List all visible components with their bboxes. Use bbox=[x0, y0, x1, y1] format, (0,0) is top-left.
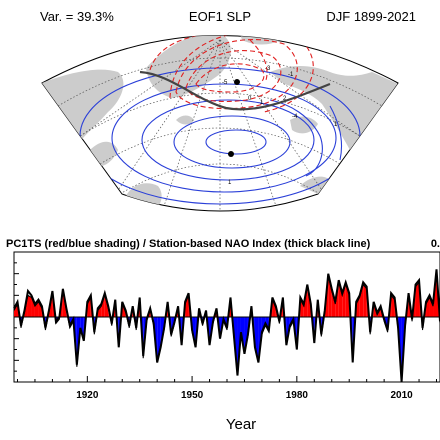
positive-fill bbox=[14, 304, 18, 317]
positive-fill bbox=[359, 284, 364, 317]
positive-fill bbox=[429, 297, 434, 317]
timeseries-title-right-fragment: 0. bbox=[430, 238, 440, 250]
positive-fill bbox=[363, 284, 367, 317]
positive-fill bbox=[415, 282, 420, 317]
station-marker-south bbox=[228, 151, 234, 157]
contour-label: -4 bbox=[292, 114, 298, 120]
negative-fill bbox=[244, 317, 248, 352]
negative-fill bbox=[157, 317, 161, 361]
positive-fill bbox=[328, 275, 332, 317]
nao-index-line bbox=[13, 269, 440, 383]
contour-label: 1 bbox=[260, 100, 264, 106]
timeseries-title: PC1TS (red/blue shading) / Station-based… bbox=[6, 238, 371, 250]
contour-labels: -5 -3 -1 0 1 2 -4 1 1 bbox=[222, 66, 338, 186]
contour-label: 2 bbox=[283, 96, 287, 102]
positive-fill bbox=[331, 291, 336, 317]
map-title: EOF1 SLP bbox=[188, 9, 252, 24]
positive-fill bbox=[185, 295, 189, 317]
positive-fill bbox=[101, 295, 105, 317]
contour-label: 1 bbox=[228, 180, 232, 186]
positive-fill bbox=[27, 295, 32, 317]
variance-label: Var. = 39.3% bbox=[40, 9, 114, 24]
positive-fill bbox=[272, 299, 276, 317]
positive-fill bbox=[391, 295, 395, 317]
x-tick-label: 2010 bbox=[390, 390, 413, 401]
x-axis-title: Year bbox=[226, 416, 256, 433]
contour-label: -5 bbox=[222, 80, 228, 86]
pc-timeseries-chart: 1920 1950 1980 2010 Year bbox=[13, 251, 440, 433]
negative-fill bbox=[254, 317, 259, 361]
negative-fill bbox=[80, 317, 84, 339]
contour-label: 0 bbox=[248, 96, 252, 102]
positive-fill bbox=[300, 299, 304, 317]
contour-label: 1 bbox=[334, 122, 338, 128]
x-tick-labels: 1920 1950 1980 2010 bbox=[76, 390, 413, 401]
contour-label: -3 bbox=[265, 66, 271, 72]
zero-contour bbox=[139, 70, 331, 111]
eof-map: -5 -3 -1 0 1 2 -4 1 1 bbox=[41, 35, 399, 212]
positive-fill bbox=[338, 282, 343, 317]
positive-fill bbox=[97, 306, 102, 317]
contour-label: -1 bbox=[288, 72, 294, 78]
x-tick-label: 1950 bbox=[181, 390, 204, 401]
axis-ticks bbox=[14, 251, 438, 383]
positive-fill bbox=[31, 297, 35, 317]
positive-fill bbox=[38, 301, 42, 317]
season-label: DJF 1899-2021 bbox=[326, 9, 416, 24]
positive-fill bbox=[104, 295, 109, 317]
station-markers bbox=[228, 79, 240, 157]
x-tick-label: 1980 bbox=[286, 390, 309, 401]
station-marker-north bbox=[234, 79, 240, 85]
x-tick-label: 1920 bbox=[76, 390, 99, 401]
